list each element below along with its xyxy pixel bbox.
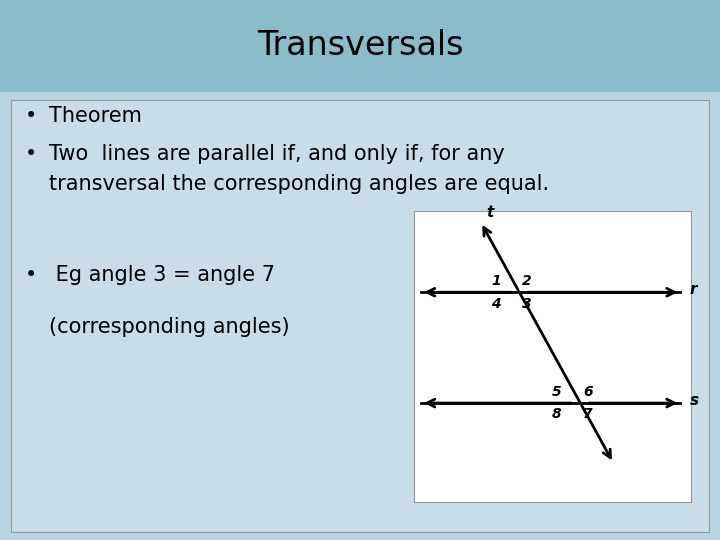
- Text: Two  lines are parallel if, and only if, for any: Two lines are parallel if, and only if, …: [49, 144, 505, 164]
- Text: r: r: [690, 282, 697, 297]
- Text: 3: 3: [522, 296, 532, 310]
- Text: Transversals: Transversals: [257, 29, 463, 63]
- FancyBboxPatch shape: [414, 211, 691, 502]
- Text: (corresponding angles): (corresponding angles): [49, 316, 289, 337]
- Text: s: s: [690, 393, 699, 408]
- Text: •: •: [25, 265, 37, 286]
- Text: transversal the corresponding angles are equal.: transversal the corresponding angles are…: [49, 173, 549, 194]
- FancyBboxPatch shape: [0, 0, 720, 92]
- Text: Eg angle 3 = angle 7: Eg angle 3 = angle 7: [49, 265, 275, 286]
- Text: 6: 6: [583, 384, 593, 399]
- Text: Theorem: Theorem: [49, 106, 142, 126]
- Text: 1: 1: [491, 274, 500, 288]
- Text: 2: 2: [522, 274, 532, 288]
- Text: •: •: [25, 106, 37, 126]
- Text: 8: 8: [552, 407, 562, 421]
- Text: •: •: [25, 144, 37, 164]
- Text: 5: 5: [552, 384, 562, 399]
- Text: 4: 4: [491, 296, 500, 310]
- Text: t: t: [487, 205, 494, 220]
- Text: 7: 7: [583, 407, 593, 421]
- FancyBboxPatch shape: [11, 100, 709, 532]
